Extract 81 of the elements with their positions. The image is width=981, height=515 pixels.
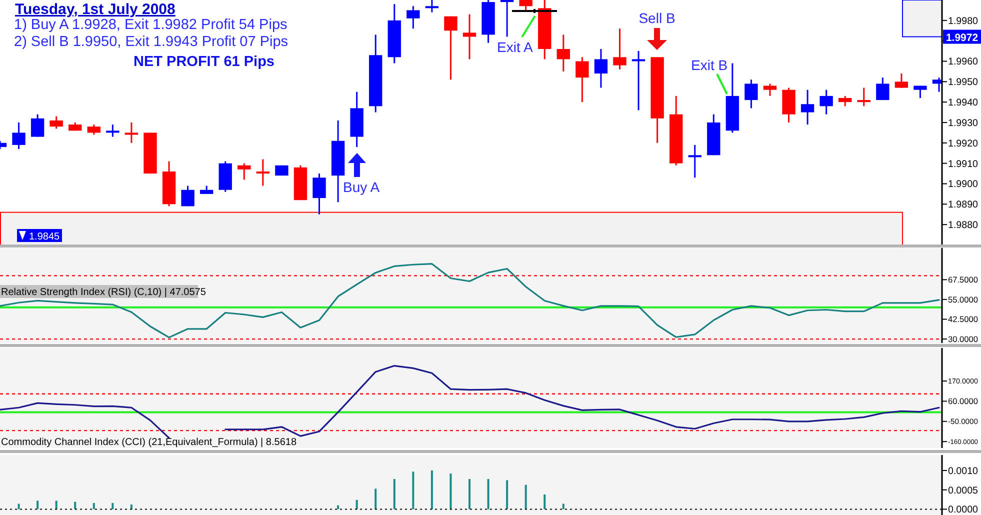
y-tick-label: 1.9960 [948, 56, 979, 68]
candlestick [444, 16, 458, 80]
bar [92, 503, 95, 510]
candlestick [820, 89, 833, 116]
candlestick [876, 76, 890, 101]
candlestick [406, 5, 420, 30]
y-tick-label: 30.0000 [948, 334, 978, 344]
y-tick-label: 1.9930 [948, 118, 979, 129]
candlestick [50, 116, 63, 130]
bar [562, 504, 564, 510]
y-tick-label: 0.0000 [948, 504, 979, 515]
bar [430, 470, 433, 510]
candlestick [312, 172, 326, 216]
candlestick [576, 56, 589, 103]
bar [337, 505, 340, 510]
chart-title: Tuesday, 1st July 2008 [15, 1, 176, 18]
bar [468, 479, 470, 510]
y-tick-label: 1.9900 [948, 179, 979, 190]
bar [18, 504, 20, 510]
y-tick-label: 1.9880 [948, 220, 979, 232]
y-tick-label: 1.9890 [948, 200, 979, 211]
candlestick [688, 144, 702, 178]
annotation: Buy A [343, 179, 380, 195]
y-tick-label: 1.9950 [948, 77, 979, 88]
bar [356, 500, 358, 510]
bar [412, 472, 414, 510]
candlestick [838, 95, 852, 107]
candlestick [914, 85, 927, 99]
band-label: 1.9845 [29, 232, 60, 242]
candlestick [12, 122, 26, 150]
candlestick [106, 124, 120, 138]
candlestick [613, 28, 626, 70]
text: Relative Strength Index (RSI) (C,10) | 47.0575 [1, 287, 206, 298]
bar [544, 494, 546, 510]
candlestick [894, 72, 908, 89]
y-tick-label: 0.0010 [948, 466, 979, 477]
candlestick [238, 162, 251, 180]
candlestick [800, 89, 814, 126]
bar [374, 488, 377, 510]
candlestick [556, 34, 570, 72]
annotation: 1) Buy A 1.9928, Exit 1.9982 Profit 54 Pips [14, 17, 288, 33]
line-series [0, 263, 940, 338]
y-tick-label: 1.9920 [948, 138, 979, 150]
candlestick [519, 0, 532, 11]
candlestick [763, 82, 777, 97]
candlestick [87, 124, 100, 136]
text: Commodity Channel Index (CCI) (21,Equivalent_Formula) | 8.5618 [1, 437, 297, 448]
candlestick [857, 87, 870, 107]
candlestick [594, 48, 608, 89]
bar [393, 479, 396, 510]
bar [506, 480, 508, 510]
candlestick [30, 114, 44, 138]
annotation: 2) Sell B 1.9950, Exit 1.9943 Profit 07 Pips [14, 34, 288, 50]
bar [74, 502, 76, 510]
bar [36, 500, 39, 510]
bar [487, 479, 490, 510]
bar [55, 500, 58, 510]
candlestick [462, 14, 476, 60]
candlestick [744, 78, 758, 109]
annotation: NET PROFIT 61 Pips [134, 54, 274, 70]
y-tick-label: 1.9910 [948, 158, 979, 170]
y-tick-label: 1.9940 [948, 98, 979, 109]
y-tick-label: 0.0005 [948, 485, 979, 496]
band-label: 1.9972 [946, 32, 978, 44]
annotation: Exit A [497, 39, 534, 55]
annotation: Sell B [638, 10, 676, 26]
candlestick [425, 0, 439, 13]
y-tick-label: 42.5000 [948, 314, 978, 324]
y-tick-label: 67.5000 [948, 274, 978, 285]
candlestick [256, 158, 270, 187]
y-tick-label: 1.9980 [948, 16, 979, 27]
candlestick [500, 0, 514, 38]
bar [524, 484, 527, 510]
candlestick [632, 50, 646, 111]
candlestick [181, 185, 194, 207]
candlestick [124, 122, 138, 144]
annotation: Exit B [691, 57, 728, 73]
bar [112, 503, 114, 510]
y-tick-label: 55.0000 [948, 294, 978, 304]
y-tick-label: 60.0000 [948, 396, 978, 406]
bar [450, 474, 452, 510]
